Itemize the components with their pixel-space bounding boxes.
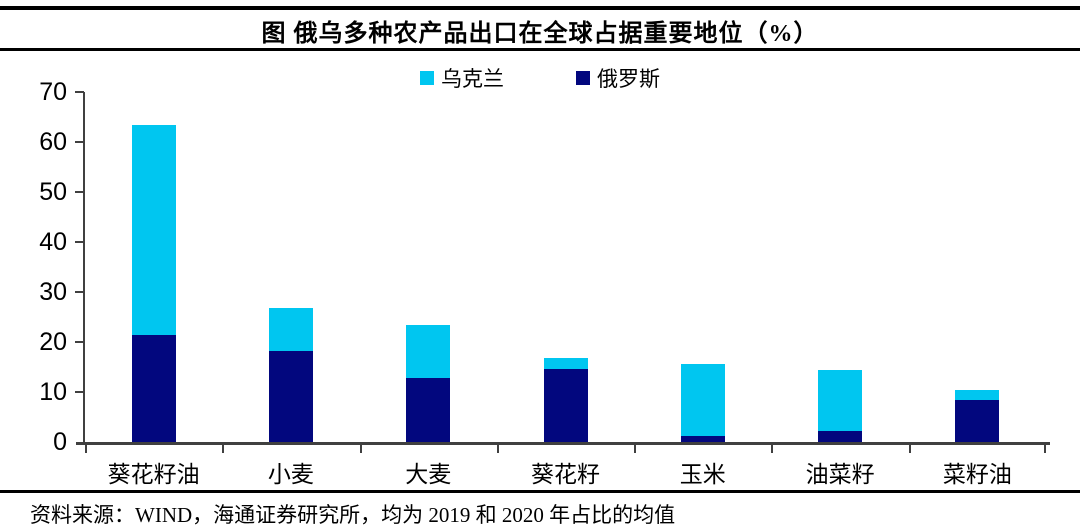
footer-divider bbox=[0, 490, 1080, 493]
x-axis-category-label: 菜籽油 bbox=[942, 462, 1012, 487]
bar-segment-俄罗斯-大麦 bbox=[406, 378, 451, 442]
bar-segment-俄罗斯-菜籽油 bbox=[955, 400, 1000, 442]
y-axis-tick-label: 40 bbox=[39, 228, 67, 256]
x-axis-tick bbox=[771, 445, 774, 453]
x-axis-tick bbox=[1044, 445, 1046, 453]
y-axis-tick-label: 0 bbox=[53, 428, 67, 456]
bar-segment-乌克兰-菜籽油 bbox=[955, 389, 1000, 400]
legend-label-russia: 俄罗斯 bbox=[597, 67, 660, 91]
chart-title: 图 俄乌多种农产品出口在全球占据重要地位（%） bbox=[261, 21, 819, 47]
bar-segment-乌克兰-葵花籽 bbox=[543, 357, 588, 369]
bar-segment-乌克兰-葵花籽油 bbox=[131, 124, 176, 335]
x-axis-line bbox=[76, 442, 1050, 445]
bar-segment-俄罗斯-葵花籽油 bbox=[131, 335, 176, 442]
y-axis-tick bbox=[75, 241, 84, 243]
y-axis-tick bbox=[75, 291, 84, 293]
y-axis-tick-label: 10 bbox=[39, 378, 67, 406]
x-axis-tick bbox=[85, 445, 87, 453]
y-axis-tick bbox=[75, 341, 84, 343]
x-axis-tick bbox=[496, 445, 499, 453]
ukraine-swatch-icon bbox=[420, 71, 434, 85]
x-axis-tick bbox=[634, 445, 637, 453]
y-axis-tick bbox=[75, 191, 84, 193]
y-axis-tick-label: 30 bbox=[39, 278, 67, 306]
y-axis-line bbox=[83, 92, 85, 442]
y-axis-tick-label: 60 bbox=[39, 128, 67, 156]
y-axis-tick-label: 50 bbox=[39, 178, 67, 206]
x-axis-tick bbox=[359, 445, 362, 453]
x-axis-tick bbox=[222, 445, 225, 453]
legend-label-ukraine: 乌克兰 bbox=[441, 67, 504, 91]
bar-segment-乌克兰-大麦 bbox=[406, 325, 451, 378]
y-axis-tick-label: 70 bbox=[39, 78, 67, 106]
y-axis-tick bbox=[75, 391, 84, 393]
x-axis-category-label: 小麦 bbox=[267, 462, 314, 487]
legend-item-ukraine: 乌克兰 bbox=[420, 63, 504, 93]
bar-segment-乌克兰-小麦 bbox=[268, 308, 313, 351]
bar-segment-乌克兰-油菜籽 bbox=[818, 370, 863, 431]
bar-segment-俄罗斯-油菜籽 bbox=[818, 430, 863, 442]
x-axis-category-label: 大麦 bbox=[405, 462, 452, 487]
bar-segment-俄罗斯-葵花籽 bbox=[543, 368, 588, 442]
top-divider bbox=[0, 6, 1080, 10]
bar-segment-乌克兰-玉米 bbox=[680, 363, 725, 436]
x-axis-tick bbox=[908, 445, 911, 453]
y-axis-tick bbox=[75, 141, 84, 143]
x-axis-category-label: 油菜籽 bbox=[805, 462, 875, 487]
x-axis-category-label: 葵花籽 bbox=[530, 462, 600, 487]
bar-segment-俄罗斯-玉米 bbox=[680, 435, 725, 442]
russia-swatch-icon bbox=[576, 71, 590, 85]
y-axis-tick-label: 20 bbox=[39, 328, 67, 356]
y-axis-tick bbox=[75, 91, 84, 93]
chart-legend: 乌克兰 俄罗斯 bbox=[0, 63, 1080, 93]
bar-segment-俄罗斯-小麦 bbox=[268, 351, 313, 442]
legend-item-russia: 俄罗斯 bbox=[576, 63, 660, 93]
x-axis-category-label: 葵花籽油 bbox=[107, 462, 200, 487]
title-divider bbox=[0, 48, 1080, 51]
source-note: 资料来源：WIND，海通证券研究所，均为 2019 和 2020 年占比的均值 bbox=[30, 503, 676, 527]
x-axis-category-label: 玉米 bbox=[679, 462, 726, 487]
plot-area: 0 10 20 30 40 50 60 70 葵花籽油 小麦 大麦 葵花籽 玉米 油菜籽 菜籽油 bbox=[39, 78, 1050, 487]
